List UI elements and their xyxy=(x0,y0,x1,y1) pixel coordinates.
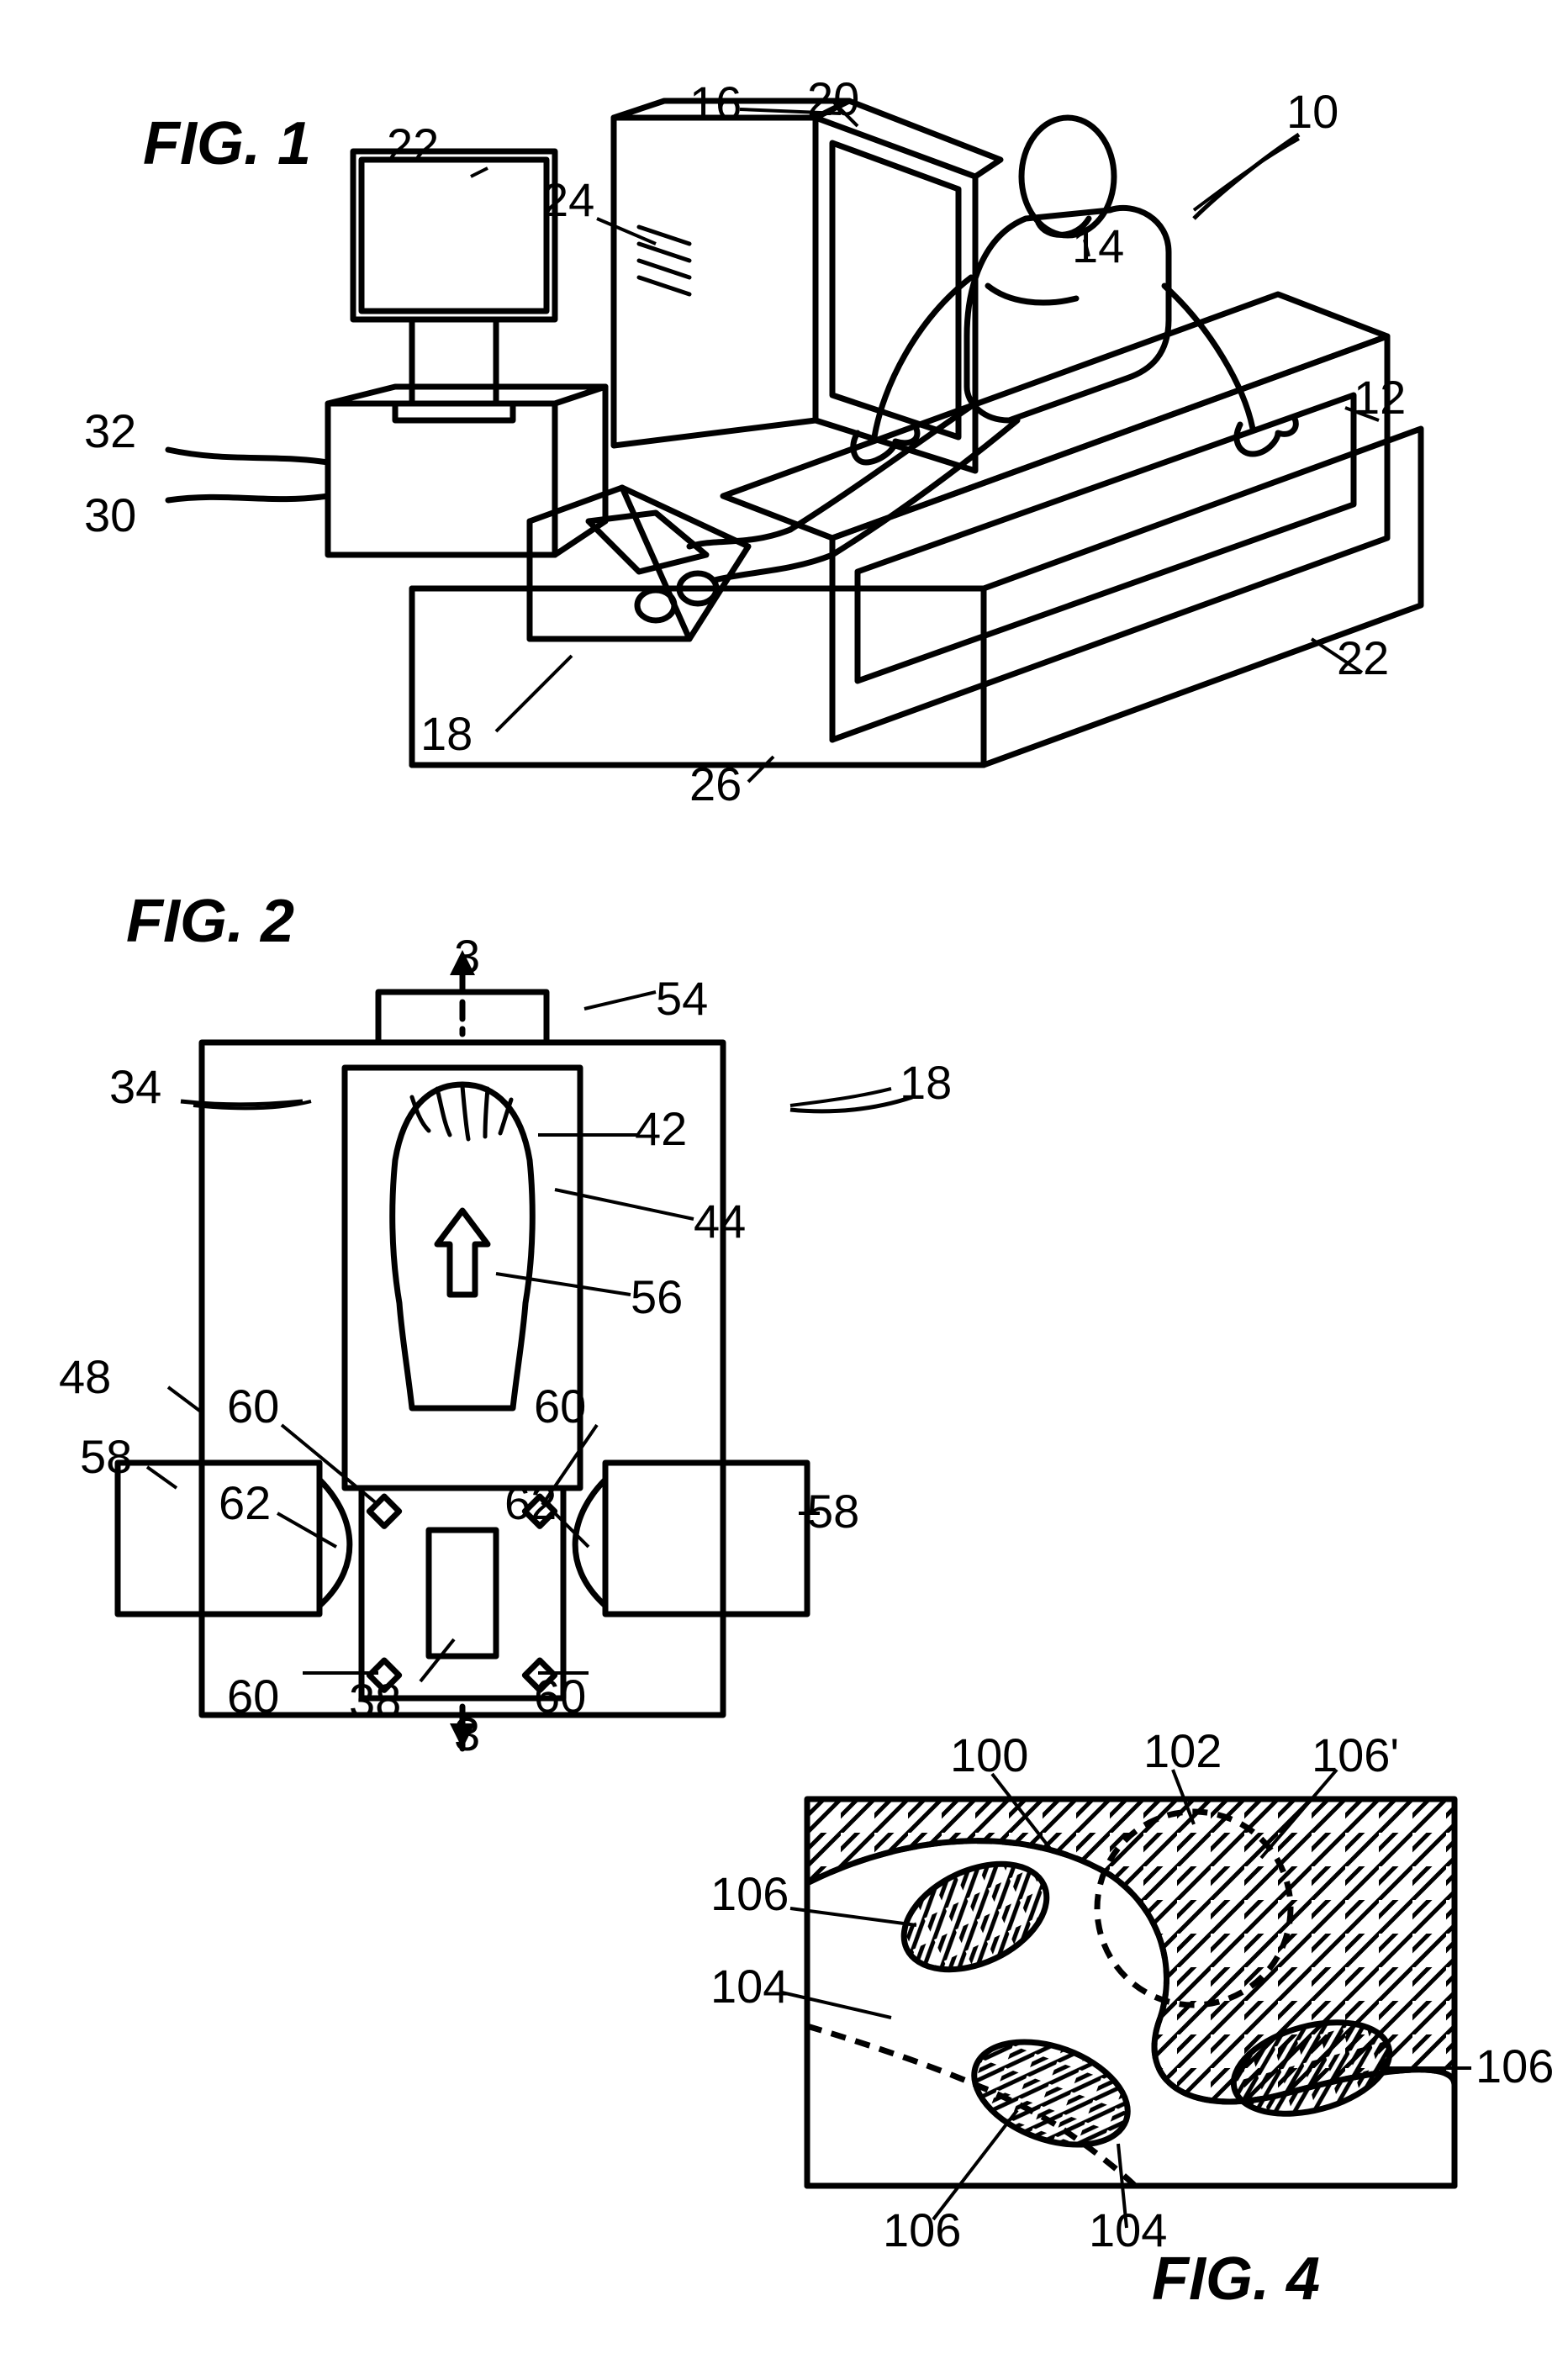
ref-106a: 106 xyxy=(710,1866,789,1921)
ref-12: 12 xyxy=(1354,370,1406,425)
ref-56: 56 xyxy=(631,1269,683,1324)
ref-16: 16 xyxy=(689,76,742,130)
ref-100: 100 xyxy=(950,1728,1028,1782)
ref-58a: 58 xyxy=(80,1429,132,1484)
ref-44: 44 xyxy=(694,1194,746,1248)
ref-32: 32 xyxy=(84,404,136,458)
ref-24: 24 xyxy=(542,172,594,227)
ref-60c: 60 xyxy=(227,1669,279,1723)
ref-60a: 60 xyxy=(227,1379,279,1433)
ref-102: 102 xyxy=(1143,1723,1222,1778)
ref-14: 14 xyxy=(1072,219,1124,273)
ref-30: 30 xyxy=(84,488,136,542)
ref-18: 18 xyxy=(420,706,473,761)
ref-104a: 104 xyxy=(710,1959,789,2013)
ref-106p: 106' xyxy=(1312,1728,1399,1782)
ref-54: 54 xyxy=(656,971,708,1026)
ref-62a: 62 xyxy=(219,1475,271,1530)
ref-48: 48 xyxy=(59,1349,111,1404)
ref-104b: 104 xyxy=(1089,2203,1167,2257)
ref-26: 26 xyxy=(689,757,742,811)
ref-106b: 106 xyxy=(883,2203,961,2257)
ref-34: 34 xyxy=(109,1059,161,1114)
ref-22b: 22 xyxy=(1337,631,1389,685)
ref-3t: 3 xyxy=(454,929,480,984)
ref-22a: 22 xyxy=(387,118,439,172)
page-root: FIG. 1 xyxy=(0,0,1568,2380)
ref-42: 42 xyxy=(635,1101,687,1156)
ref-106c: 106 xyxy=(1476,2039,1554,2093)
fig2-drawing xyxy=(67,942,992,1782)
ref-62b: 62 xyxy=(504,1475,557,1530)
ref-58b: 58 xyxy=(807,1484,859,1538)
fig4-drawing xyxy=(740,1732,1539,2278)
ref-10: 10 xyxy=(1286,84,1338,139)
ref-60d: 60 xyxy=(534,1669,586,1723)
ref-18b: 18 xyxy=(900,1055,952,1110)
ref-20: 20 xyxy=(807,71,859,126)
ref-38: 38 xyxy=(349,1673,401,1728)
fig1-drawing xyxy=(101,67,1530,908)
ref-60b: 60 xyxy=(534,1379,586,1433)
ref-3b: 3 xyxy=(454,1707,480,1761)
